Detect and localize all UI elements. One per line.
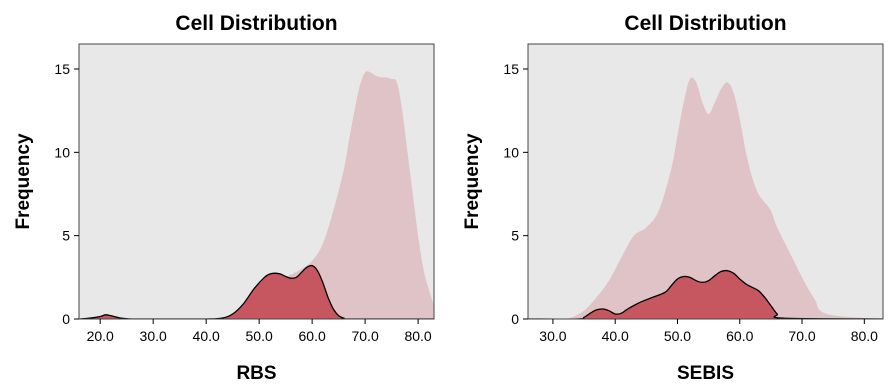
x-tick-label: 30.0	[140, 328, 167, 344]
x-tick-label: 20.0	[87, 328, 114, 344]
x-axis-title: RBS	[236, 363, 276, 384]
series-group	[528, 77, 883, 319]
y-tick-label: 5	[511, 228, 519, 244]
subset-distribution-area	[528, 270, 883, 319]
series-group	[79, 71, 434, 319]
x-tick-label: 60.0	[726, 328, 753, 344]
y-tick-label: 0	[62, 311, 70, 327]
x-tick-label: 80.0	[404, 328, 431, 344]
x-tick-label: 40.0	[193, 328, 220, 344]
y-tick-label: 10	[503, 144, 519, 160]
x-axis-title: SEBIS	[677, 363, 734, 384]
x-tick-label: 30.0	[539, 328, 566, 344]
chart-title: Cell Distribution	[624, 12, 786, 35]
x-tick-label: 50.0	[664, 328, 691, 344]
chart-title: Cell Distribution	[175, 12, 337, 35]
y-tick-label: 10	[54, 144, 70, 160]
x-tick-label: 60.0	[299, 328, 326, 344]
y-tick-label: 15	[503, 61, 519, 77]
chart-panel-2: Cell Distribution 0 5 10 15 30.0 40.0 50.0 60.0 7…	[462, 12, 884, 384]
y-axis-title: Frequency	[13, 133, 34, 230]
chart-panel-1: Cell Distribution 0 5 10 15 20.0 30.0 40.0 50.0 6…	[13, 12, 435, 384]
x-tick-label: 40.0	[602, 328, 629, 344]
subset-distribution-area	[79, 265, 434, 319]
plot-frame	[78, 43, 435, 320]
x-tick-label: 70.0	[351, 328, 378, 344]
y-tick-label: 0	[511, 311, 519, 327]
x-tick-label: 50.0	[246, 328, 273, 344]
total-distribution-area	[79, 71, 434, 319]
x-tick-label: 80.0	[851, 328, 878, 344]
y-tick-label: 5	[62, 228, 70, 244]
plot-frame	[527, 43, 884, 320]
subset-distribution-outline	[528, 269, 883, 319]
subset-distribution-outline	[79, 264, 434, 319]
x-tick-label: 70.0	[788, 328, 815, 344]
total-distribution-area	[528, 77, 883, 319]
y-tick-label: 15	[54, 61, 70, 77]
y-axis-title: Frequency	[462, 133, 483, 230]
